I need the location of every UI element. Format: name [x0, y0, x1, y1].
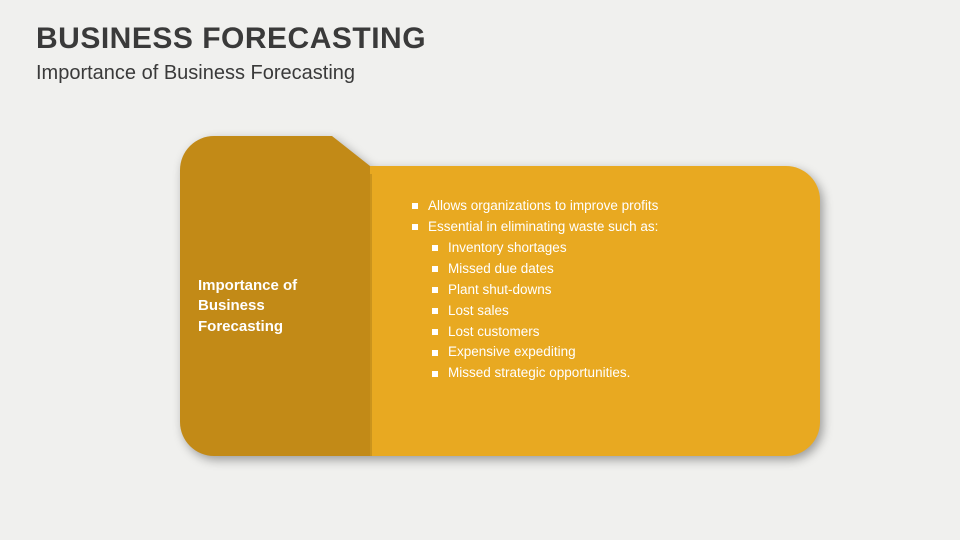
slide-title: BUSINESS FORECASTING: [36, 22, 426, 56]
list-item: Lost customers: [432, 322, 658, 343]
list-item: Missed strategic opportunities.: [432, 363, 658, 384]
list-item: Inventory shortages: [432, 238, 658, 259]
left-panel-label: Importance of Business Forecasting: [198, 276, 348, 337]
list-item: Allows organizations to improve profits: [412, 196, 658, 217]
list-item: Lost sales: [432, 301, 658, 322]
panel-divider: [370, 174, 372, 456]
bullet-list-main: Allows organizations to improve profits …: [412, 196, 658, 238]
list-item: Plant shut-downs: [432, 280, 658, 301]
bullet-list: Allows organizations to improve profits …: [412, 196, 658, 384]
slide: BUSINESS FORECASTING Importance of Busin…: [0, 0, 960, 540]
list-item: Essential in eliminating waste such as:: [412, 217, 658, 238]
bullet-list-sub: Inventory shortages Missed due dates Pla…: [432, 238, 658, 384]
list-item: Missed due dates: [432, 259, 658, 280]
slide-subtitle: Importance of Business Forecasting: [36, 62, 355, 85]
list-item: Expensive expediting: [432, 342, 658, 363]
